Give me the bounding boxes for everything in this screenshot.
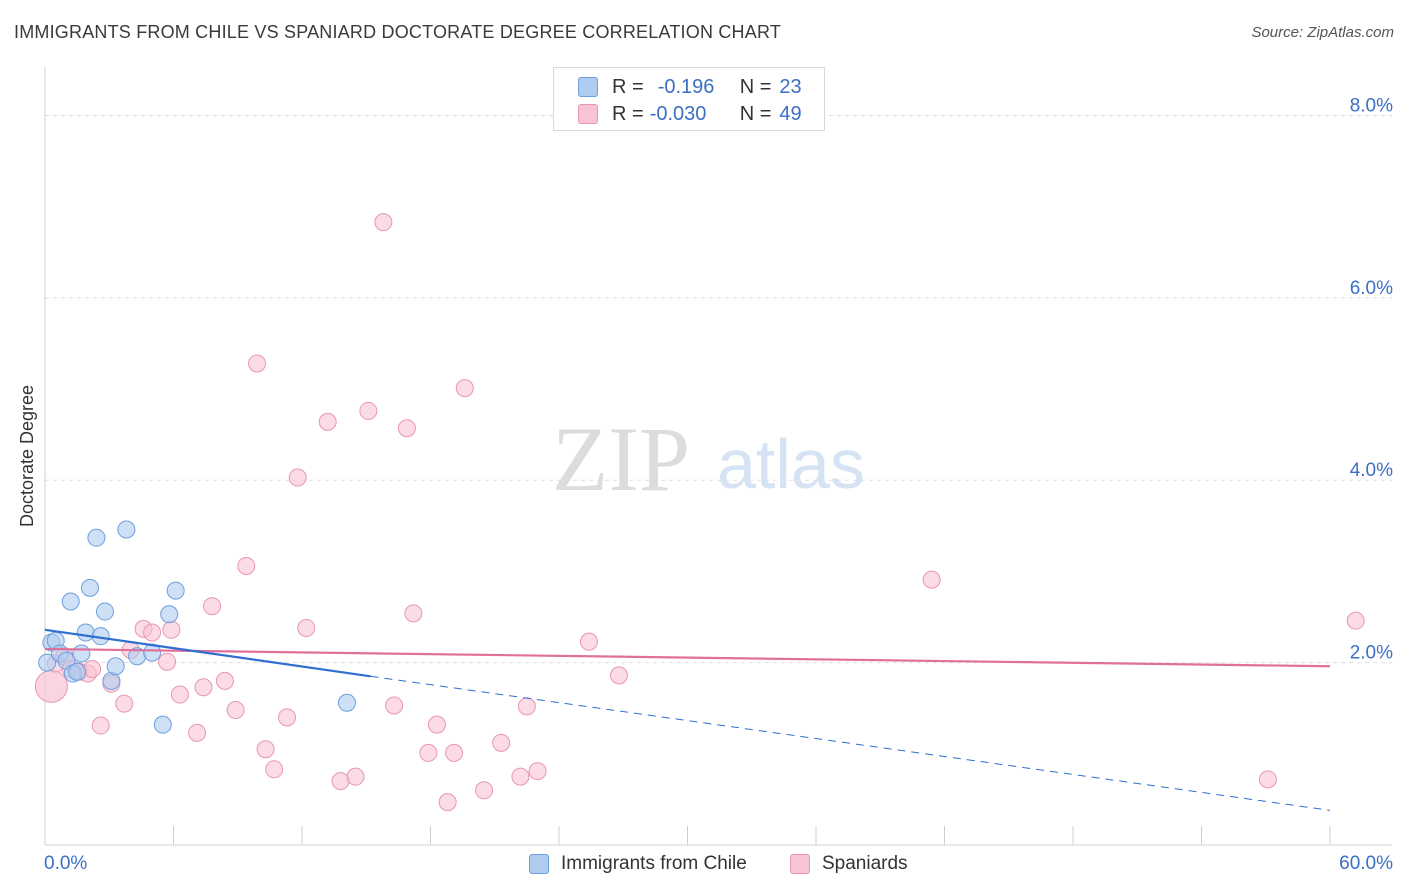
n-label: N =	[739, 75, 772, 98]
legend-label-spaniards: Spaniards	[822, 853, 908, 874]
legend-swatch-chile	[578, 77, 598, 97]
data-point-chile	[95, 602, 114, 621]
trend-line-chile	[44, 628, 371, 678]
data-point-spaniards	[203, 597, 222, 616]
data-point-spaniards	[438, 793, 457, 812]
data-point-spaniards	[83, 660, 102, 679]
data-point-spaniards	[278, 708, 297, 727]
series-immigrants-from-chile	[38, 520, 356, 734]
watermark-zip: ZIP	[552, 408, 690, 510]
data-point-spaniards	[475, 781, 494, 800]
legend-label-chile: Immigrants from Chile	[561, 853, 747, 874]
data-point-chile	[72, 644, 91, 663]
watermark-atlas: atlas	[717, 425, 865, 503]
data-point-chile	[166, 581, 185, 600]
data-point-chile	[80, 578, 99, 597]
data-point-spaniards	[215, 671, 234, 690]
watermark: ZIP atlas	[552, 408, 865, 510]
data-point-spaniards	[188, 723, 207, 742]
data-point-spaniards	[162, 620, 181, 639]
data-point-spaniards	[419, 743, 438, 762]
legend-row-spaniards: R = -0.030 N = 49	[578, 102, 802, 126]
legend-swatch-spaniards	[578, 104, 598, 124]
data-point-spaniards	[91, 716, 110, 735]
data-point-chile	[87, 528, 106, 547]
data-point-spaniards	[455, 379, 474, 398]
y-tick-label: 4.0%	[1350, 460, 1393, 481]
y-tick-label: 8.0%	[1350, 95, 1393, 116]
x-tick-label: 0.0%	[44, 853, 87, 874]
data-point-spaniards	[359, 401, 378, 420]
data-point-chile	[106, 657, 125, 676]
legend-swatch-chile	[529, 854, 549, 874]
data-point-spaniards	[248, 354, 267, 373]
n-value-chile: 23	[779, 75, 802, 98]
grid-lines	[45, 114, 1392, 664]
n-value-spaniards: 49	[779, 102, 802, 125]
y-tick-label: 6.0%	[1350, 278, 1393, 299]
data-point-chile	[153, 715, 172, 734]
data-point-spaniards	[346, 767, 365, 786]
trend-line-spaniards	[44, 647, 1331, 668]
data-point-spaniards	[374, 213, 393, 232]
data-point-spaniards	[511, 767, 530, 786]
data-point-spaniards	[226, 701, 245, 720]
r-label: R =	[612, 102, 644, 125]
data-point-spaniards	[256, 740, 275, 759]
data-point-spaniards	[297, 618, 316, 637]
series-legend: Immigrants from Chile Spaniards	[0, 851, 1406, 879]
y-axis-label: Doctorate Degree	[17, 385, 37, 527]
data-point-chile	[337, 693, 356, 712]
data-point-spaniards	[143, 623, 162, 642]
r-label: R =	[612, 75, 644, 98]
data-point-spaniards	[528, 762, 547, 781]
trend-lines	[44, 628, 1331, 811]
data-point-chile	[38, 653, 57, 672]
tick-labels: 2.0% 4.0% 6.0% 8.0% 0.0% 60.0%	[44, 95, 1393, 874]
data-point-spaniards	[922, 570, 941, 589]
legend-swatch-spaniards	[790, 854, 810, 874]
data-point-chile	[61, 592, 80, 611]
data-point-spaniards	[115, 694, 134, 713]
data-point-spaniards	[194, 678, 213, 697]
data-point-spaniards	[404, 604, 423, 623]
data-point-spaniards	[158, 652, 177, 671]
n-label: N =	[739, 102, 772, 125]
source-label: Source: ZipAtlas.com	[1251, 24, 1394, 41]
data-point-spaniards	[517, 697, 536, 716]
r-value-spaniards: -0.030	[649, 102, 707, 125]
data-point-spaniards	[1258, 770, 1277, 789]
axes	[44, 67, 1392, 846]
series-spaniards	[34, 213, 1365, 812]
data-point-spaniards	[265, 760, 284, 779]
data-point-spaniards	[170, 685, 189, 704]
data-point-spaniards	[397, 419, 416, 438]
chart-title: IMMIGRANTS FROM CHILE VS SPANIARD DOCTOR…	[14, 22, 782, 42]
data-point-spaniards	[1346, 611, 1365, 630]
y-tick-label: 2.0%	[1350, 643, 1393, 664]
data-point-spaniards	[34, 669, 68, 703]
stats-legend: R = -0.196 N = 23 R = -0.030 N = 49	[553, 67, 825, 131]
r-value-chile: -0.196	[657, 75, 715, 98]
data-point-chile	[160, 605, 179, 624]
data-point-spaniards	[331, 772, 350, 791]
data-point-spaniards	[492, 733, 511, 752]
legend-row-chile: R = -0.196 N = 23	[578, 75, 802, 99]
data-point-chile	[117, 520, 136, 539]
data-point-chile	[76, 623, 95, 642]
x-tick-label: 60.0%	[1339, 853, 1393, 874]
legend-item-spaniards[interactable]: Spaniards	[790, 853, 908, 875]
data-point-spaniards	[609, 666, 628, 685]
legend-item-chile[interactable]: Immigrants from Chile	[529, 853, 747, 875]
data-point-spaniards	[318, 412, 337, 431]
data-point-spaniards	[579, 632, 598, 651]
data-point-spaniards	[288, 468, 307, 487]
data-point-spaniards	[385, 696, 404, 715]
trend-line-chile-extension	[370, 675, 1331, 811]
data-point-chile	[68, 662, 87, 681]
data-point-spaniards	[445, 743, 464, 762]
data-point-spaniards	[237, 556, 256, 575]
data-point-spaniards	[427, 715, 446, 734]
